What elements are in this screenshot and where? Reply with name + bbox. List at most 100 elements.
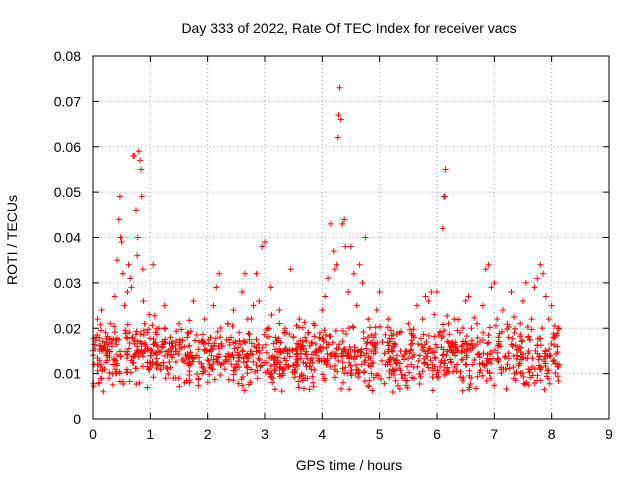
dense-point xyxy=(120,380,127,387)
dense-point xyxy=(311,333,318,340)
dense-point xyxy=(401,351,408,358)
dense-point xyxy=(244,358,251,365)
data-point xyxy=(140,298,147,305)
dense-point xyxy=(490,355,497,362)
dense-point xyxy=(230,354,237,361)
data-point xyxy=(471,357,478,364)
dense-point xyxy=(352,361,359,368)
dense-point xyxy=(136,379,143,386)
dense-point xyxy=(95,380,102,387)
dense-point xyxy=(339,359,346,366)
dense-point xyxy=(97,321,104,328)
dense-point xyxy=(323,361,330,368)
data-point xyxy=(474,320,481,327)
dense-point xyxy=(140,327,147,334)
dense-point xyxy=(295,384,302,391)
dense-point xyxy=(398,371,405,378)
dense-point xyxy=(512,377,519,384)
data-point xyxy=(135,148,142,155)
dense-point xyxy=(299,324,306,331)
dense-point xyxy=(491,347,498,354)
dense-point xyxy=(486,324,493,331)
dense-point xyxy=(552,370,559,377)
dense-point xyxy=(381,380,388,387)
dense-point xyxy=(332,327,339,334)
dense-point xyxy=(539,325,546,332)
dense-point xyxy=(401,372,408,379)
dense-point xyxy=(113,341,120,348)
dense-point xyxy=(150,374,157,381)
dense-point xyxy=(424,350,431,357)
dense-point xyxy=(147,346,154,353)
dense-point xyxy=(111,323,118,330)
dense-point xyxy=(541,386,548,393)
dense-point xyxy=(142,341,149,348)
dense-point xyxy=(184,334,191,341)
dense-point xyxy=(306,342,313,349)
dense-point xyxy=(555,325,562,332)
dense-point xyxy=(503,386,510,393)
dense-point xyxy=(384,324,391,331)
dense-point xyxy=(256,347,263,354)
data-point xyxy=(325,275,332,282)
dense-point xyxy=(193,332,200,339)
dense-point xyxy=(361,359,368,366)
data-point xyxy=(256,298,263,305)
dense-point xyxy=(424,361,431,368)
dense-point xyxy=(519,337,526,344)
dense-point xyxy=(268,369,275,376)
dense-point xyxy=(519,351,526,358)
dense-point xyxy=(369,339,376,346)
dense-point xyxy=(272,334,279,341)
data-point xyxy=(250,302,257,309)
dense-point xyxy=(471,314,478,321)
dense-point xyxy=(165,370,172,377)
data-point xyxy=(221,366,228,373)
dense-point xyxy=(111,329,118,336)
data-point xyxy=(216,270,223,277)
data-point xyxy=(339,220,346,227)
dense-point xyxy=(351,344,358,351)
data-point xyxy=(241,270,248,277)
data-point xyxy=(333,261,340,268)
dense-point xyxy=(208,365,215,372)
dense-point xyxy=(392,377,399,384)
dense-point xyxy=(327,333,334,340)
dense-point xyxy=(417,335,424,342)
dense-point xyxy=(274,337,281,344)
dense-point xyxy=(114,351,121,358)
data-point xyxy=(262,239,268,246)
dense-point xyxy=(528,326,535,333)
dense-point xyxy=(494,349,501,356)
dense-point xyxy=(524,323,531,330)
dense-point xyxy=(133,381,140,388)
dense-point xyxy=(515,346,522,353)
dense-point xyxy=(239,348,246,355)
y-axis-label: ROTI / TECUs xyxy=(4,195,20,285)
dense-point xyxy=(466,367,473,374)
dense-point xyxy=(254,375,261,382)
dense-point xyxy=(459,342,466,349)
dense-point xyxy=(484,367,491,374)
dense-point xyxy=(444,312,451,319)
data-point xyxy=(353,302,360,309)
dense-point xyxy=(152,329,159,336)
data-point xyxy=(322,293,329,300)
dense-point xyxy=(282,357,289,364)
dense-point xyxy=(519,370,526,377)
dense-point xyxy=(476,360,483,367)
dense-point xyxy=(474,334,481,341)
dense-point xyxy=(415,341,422,348)
data-point xyxy=(137,157,144,164)
dense-point xyxy=(244,370,251,377)
dense-point xyxy=(208,352,215,359)
data-point xyxy=(230,307,237,314)
dense-point xyxy=(289,346,296,353)
dense-point xyxy=(505,355,512,362)
dense-point xyxy=(339,328,346,335)
data-point xyxy=(144,329,151,336)
dense-point xyxy=(290,333,297,340)
dense-point xyxy=(263,326,270,333)
data-point xyxy=(94,316,101,323)
data-point xyxy=(204,357,211,364)
